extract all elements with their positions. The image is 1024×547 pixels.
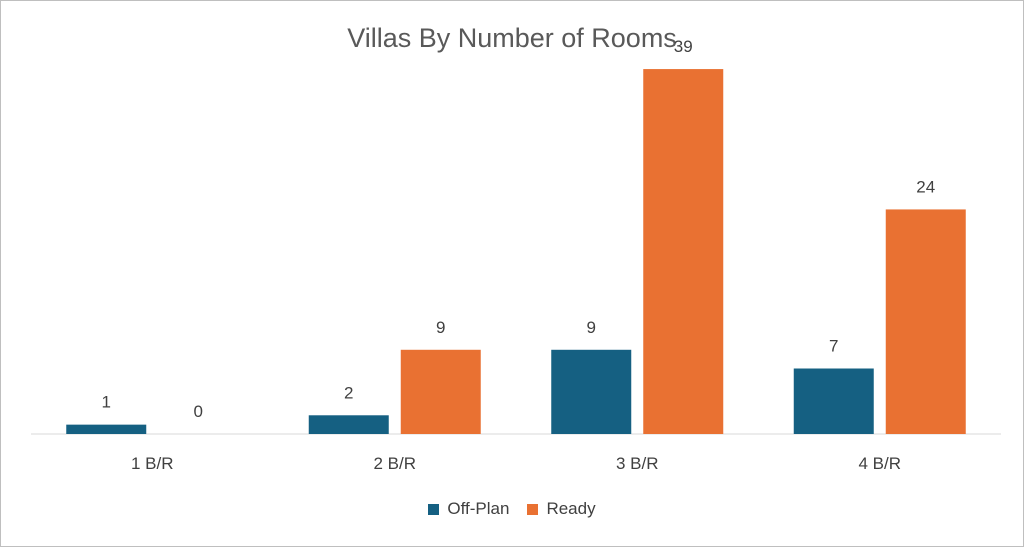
chart-legend: Off-Plan Ready bbox=[1, 499, 1023, 519]
data-label-ready-3-b-r: 39 bbox=[674, 37, 693, 56]
legend-item-ready: Ready bbox=[527, 499, 596, 519]
bar-ready-4-b-r bbox=[885, 209, 966, 434]
data-label-ready-2-b-r: 9 bbox=[436, 318, 445, 337]
data-label-off-plan-2-b-r: 2 bbox=[344, 383, 353, 402]
x-tick-label-4-b-r: 4 B/R bbox=[858, 454, 901, 473]
legend-label-ready: Ready bbox=[546, 499, 596, 518]
legend-swatch-off-plan bbox=[428, 503, 440, 515]
bar-ready-3-b-r bbox=[643, 69, 724, 435]
legend-swatch-ready bbox=[527, 503, 539, 515]
bar-off-plan-1-b-r bbox=[66, 424, 147, 434]
bar-off-plan-4-b-r bbox=[793, 368, 874, 434]
bar-off-plan-3-b-r bbox=[551, 349, 632, 434]
legend-item-off-plan: Off-Plan bbox=[428, 499, 509, 519]
data-label-off-plan-1-b-r: 1 bbox=[102, 393, 111, 412]
x-tick-label-3-b-r: 3 B/R bbox=[616, 454, 659, 473]
data-label-ready-4-b-r: 24 bbox=[916, 177, 935, 196]
data-label-ready-1-b-r: 0 bbox=[194, 402, 203, 421]
legend-label-off-plan: Off-Plan bbox=[447, 499, 510, 518]
x-tick-label-1-b-r: 1 B/R bbox=[131, 454, 174, 473]
data-label-off-plan-4-b-r: 7 bbox=[829, 337, 838, 356]
bar-off-plan-2-b-r bbox=[308, 415, 389, 434]
bar-ready-2-b-r bbox=[400, 349, 481, 434]
chart-title: Villas By Number of Rooms bbox=[347, 23, 677, 53]
x-tick-label-2-b-r: 2 B/R bbox=[373, 454, 416, 473]
data-label-off-plan-3-b-r: 9 bbox=[587, 318, 596, 337]
